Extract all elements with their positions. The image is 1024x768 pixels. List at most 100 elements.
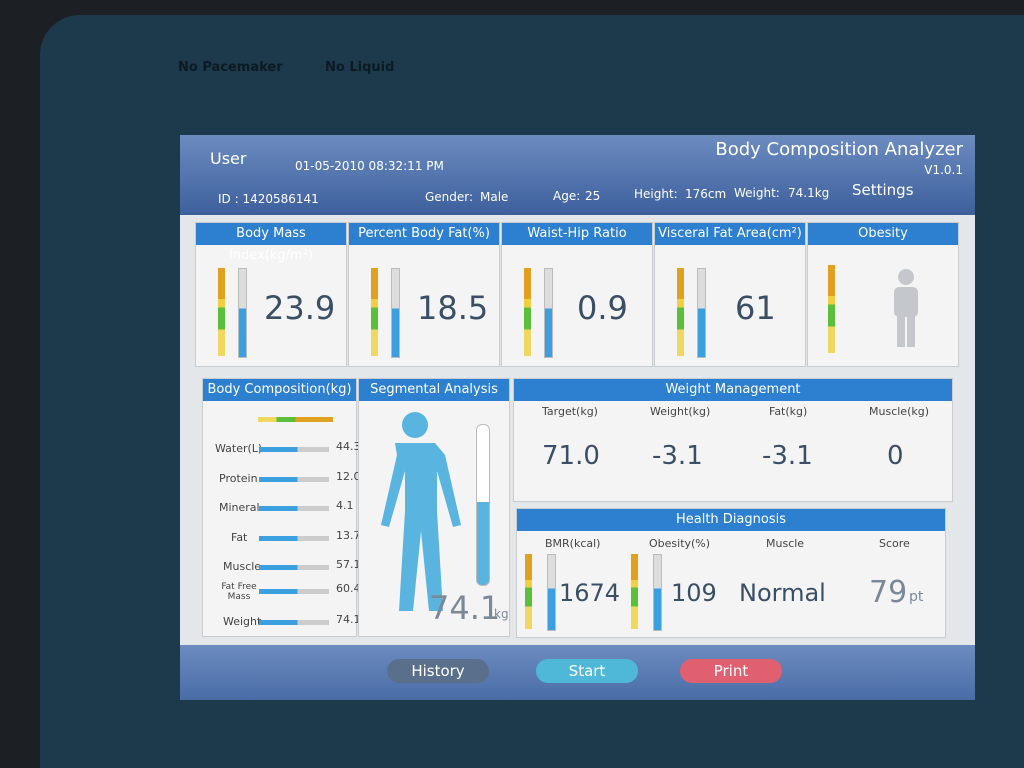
panel-title: Obesity: [808, 223, 958, 245]
visceral-fat-value: 61: [735, 289, 776, 327]
col-label: Weight(kg): [650, 405, 711, 418]
obesity-panel: Obesity: [807, 222, 959, 367]
col-label: Muscle: [766, 537, 805, 550]
gauge: [259, 506, 329, 511]
gauge: [547, 554, 556, 631]
height-label: Height:: [634, 187, 678, 201]
row-value: 12.0: [336, 470, 361, 483]
gauge: [525, 554, 532, 629]
row-value: 4.1: [336, 499, 354, 512]
datetime: 01-05-2010 08:32:11 PM: [295, 159, 444, 173]
col-label: Target(kg): [542, 405, 598, 418]
body-fat-panel: Percent Body Fat(%) 18.5: [348, 222, 500, 367]
gauge: [238, 268, 247, 358]
panel-title: Visceral Fat Area(cm²): [655, 223, 805, 245]
gauge: [259, 477, 329, 482]
col-label: Muscle(kg): [869, 405, 930, 418]
waist-hip-panel: Waist-Hip Ratio 0.9: [501, 222, 653, 367]
col-value: 1674: [559, 579, 621, 607]
age-label: Age:: [553, 189, 581, 203]
row-label: Water(L): [215, 442, 263, 455]
row-value: 44.3: [336, 440, 361, 453]
screen: User 01-05-2010 08:32:11 PM Body Composi…: [180, 135, 975, 700]
gauge: [259, 620, 329, 625]
panel-title: Body Composition(kg): [203, 379, 356, 401]
visceral-fat-panel: Visceral Fat Area(cm²) 61: [654, 222, 806, 367]
gauge: [258, 417, 333, 422]
bmi-value: 23.9: [264, 289, 336, 327]
panel-title: Body Mass Index(kg/m²): [196, 223, 346, 263]
panel-title: Segmental Analysis: [359, 379, 509, 401]
col-label: Obesity(%): [649, 537, 711, 550]
col-value: 71.0: [542, 441, 600, 471]
panel-title: Health Diagnosis: [517, 509, 945, 531]
row-label: Mineral: [219, 501, 260, 514]
body-fat-value: 18.5: [417, 289, 489, 327]
body-composition-panel: Body Composition(kg) Water(L) 44.3 Protei…: [202, 378, 361, 637]
row-label: Protein: [219, 472, 258, 485]
col-value: 109: [671, 579, 717, 607]
gauge: [631, 554, 638, 629]
user-label[interactable]: User: [210, 149, 247, 168]
header: User 01-05-2010 08:32:11 PM Body Composi…: [180, 135, 975, 215]
waist-hip-value: 0.9: [577, 289, 628, 327]
gauge: [653, 554, 662, 631]
panel-title: Weight Management: [514, 379, 952, 401]
row-label: Weight: [223, 615, 262, 628]
row-value: 57.1: [336, 558, 361, 571]
person-icon: [894, 269, 918, 347]
col-label: Fat(kg): [769, 405, 808, 418]
row-label: Fat Free Mass: [221, 582, 257, 602]
segmental-weight: 74.1: [429, 589, 501, 627]
history-button[interactable]: History: [387, 659, 489, 683]
row-label: Fat: [231, 531, 248, 544]
col-value: -3.1: [652, 441, 703, 471]
gauge: [259, 589, 329, 594]
warning: No Pacemaker: [178, 60, 283, 75]
row-value: 13.7: [336, 529, 361, 542]
row-value: 60.4: [336, 582, 361, 595]
panel-title: Waist-Hip Ratio: [502, 223, 652, 245]
start-button[interactable]: Start: [536, 659, 638, 683]
print-button[interactable]: Print: [680, 659, 782, 683]
panel-title: Percent Body Fat(%): [349, 223, 499, 245]
age: 25: [585, 189, 601, 203]
gauge: [259, 536, 329, 541]
bmi-panel: Body Mass Index(kg/m²) 23.9: [195, 222, 347, 367]
gender-label: Gender:: [425, 190, 474, 204]
segmental-panel: Segmental Analysis 74.1 kg: [358, 378, 510, 637]
weight: 74.1kg: [788, 186, 830, 200]
settings-button[interactable]: Settings: [852, 181, 914, 199]
gauge: [391, 268, 400, 358]
warning: No Liquid: [325, 60, 395, 75]
segmental-unit: kg: [494, 607, 509, 621]
gauge: [476, 424, 490, 586]
gauge: [677, 268, 684, 356]
col-value: -3.1: [762, 441, 813, 471]
col-value: 0: [887, 441, 904, 471]
col-label: Score: [879, 537, 910, 550]
app-title: Body Composition Analyzer: [715, 139, 963, 160]
gauge: [544, 268, 553, 358]
health-diagnosis-panel: Health Diagnosis BMR(kcal) 1674 Obesity(%…: [516, 508, 946, 638]
gauge: [828, 265, 835, 353]
score-value: 79: [869, 575, 908, 610]
col-label: BMR(kcal): [545, 537, 601, 550]
height: 176cm: [685, 187, 727, 201]
gender: Male: [480, 190, 509, 204]
weight-management-panel: Weight Management Target(kg) 71.0 Weight(…: [513, 378, 953, 502]
weight-label: Weight:: [734, 186, 780, 200]
gauge: [218, 268, 225, 356]
col-value: Normal: [739, 579, 826, 607]
gauge: [259, 565, 329, 570]
row-label: Muscle: [223, 560, 262, 573]
gauge: [697, 268, 706, 358]
gauge: [259, 447, 329, 452]
user-id: ID : 1420586141: [218, 192, 319, 206]
row-value: 74.1: [336, 613, 361, 626]
version: V1.0.1: [924, 163, 963, 177]
body-figure: [381, 412, 461, 611]
score-unit: pt: [909, 589, 924, 605]
gauge: [524, 268, 531, 356]
